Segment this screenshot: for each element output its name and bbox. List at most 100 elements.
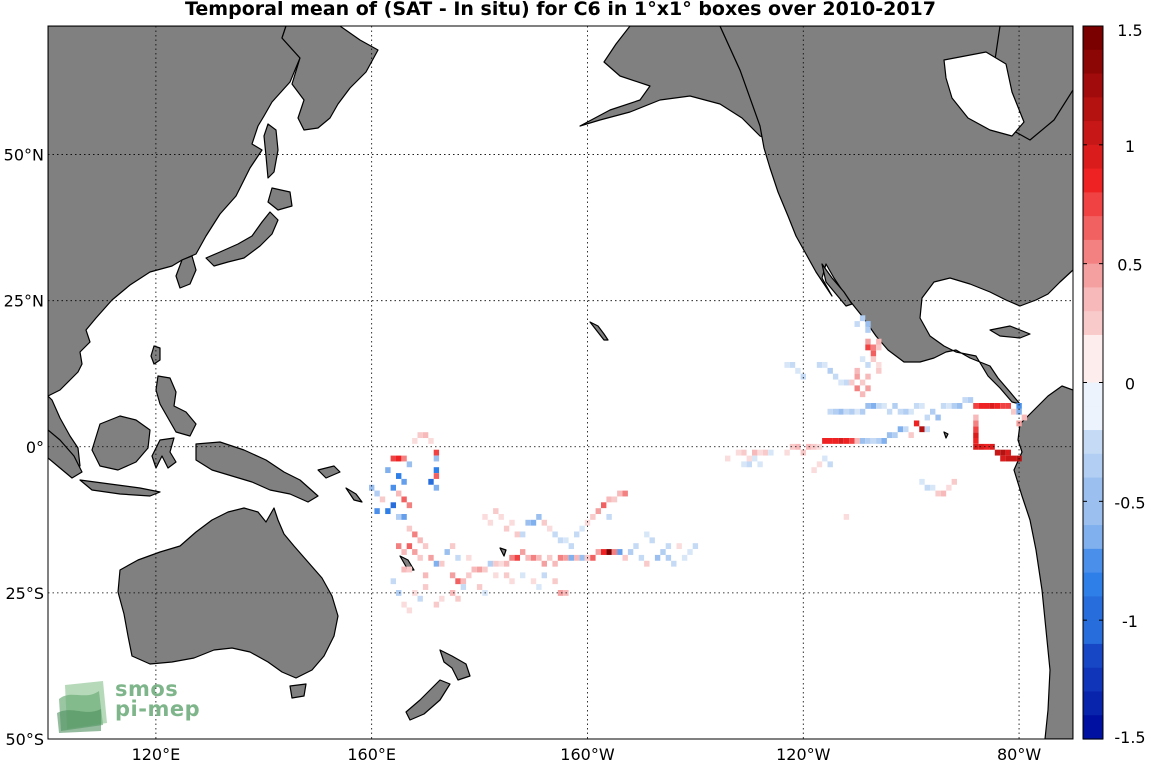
data-cell <box>406 607 413 614</box>
south-america <box>1013 385 1073 739</box>
data-cell <box>827 461 833 468</box>
data-cell <box>396 543 402 550</box>
data-cell <box>530 554 537 561</box>
data-cell <box>973 420 979 427</box>
data-cell <box>476 584 483 590</box>
data-cell <box>412 531 418 538</box>
data-cell <box>946 403 952 409</box>
data-cell <box>601 502 607 509</box>
map-frame <box>47 25 1074 740</box>
data-cell <box>439 560 445 567</box>
colorbar-segment <box>1083 572 1103 597</box>
data-cell <box>838 408 844 415</box>
data-cell <box>665 554 672 561</box>
data-cell <box>396 473 402 479</box>
data-cell <box>369 484 375 491</box>
data-cell <box>422 432 429 439</box>
colorbar-segment <box>1083 430 1103 455</box>
data-cell <box>390 578 396 585</box>
hudson-bay-hole <box>943 51 1025 137</box>
data-cell <box>498 514 504 520</box>
kamchatka <box>281 26 379 131</box>
data-cell <box>924 426 930 433</box>
data-cell <box>374 490 380 497</box>
data-cell <box>514 531 520 538</box>
colorbar-tick-label: -1 <box>1122 612 1138 631</box>
data-cell <box>530 578 537 585</box>
data-cell <box>838 379 844 386</box>
data-cell <box>525 519 531 526</box>
data-cell <box>854 367 860 374</box>
data-cell <box>913 420 920 427</box>
data-cell <box>498 560 504 567</box>
data-cell <box>568 543 574 550</box>
data-cell <box>865 338 871 345</box>
map-area <box>48 26 1073 739</box>
korea <box>175 255 197 289</box>
new-britain <box>317 465 341 479</box>
data-cell <box>412 549 418 555</box>
data-cell <box>865 362 871 368</box>
colorbar-segment <box>1083 715 1103 740</box>
data-cell <box>374 508 380 515</box>
data-cell <box>547 554 553 561</box>
data-cell <box>876 367 882 374</box>
data-cell <box>509 578 515 585</box>
data-cell <box>406 502 413 509</box>
data-cell <box>676 543 682 550</box>
baja-california <box>821 263 853 307</box>
longitude-tick-label: 160°E <box>347 745 396 762</box>
data-cell <box>406 566 413 573</box>
data-cell <box>401 549 407 555</box>
data-cell <box>514 554 520 561</box>
data-cell <box>671 560 677 567</box>
data-cell <box>816 461 823 468</box>
data-cell <box>870 438 877 444</box>
latitude-tick-label: 50°N <box>4 146 44 165</box>
data-cell <box>493 560 499 567</box>
data-cell <box>951 403 957 409</box>
new-zealand-north <box>439 649 471 681</box>
data-cell <box>401 601 407 608</box>
data-cell <box>849 379 855 386</box>
hokkaido <box>267 187 293 211</box>
data-cell <box>827 408 833 415</box>
colorbar-segment <box>1083 97 1103 122</box>
longitude-tick-label: 160°W <box>560 745 615 762</box>
data-cell <box>471 566 477 573</box>
colorbar-segment <box>1083 311 1103 336</box>
data-cell <box>460 584 467 590</box>
data-cell <box>903 426 909 433</box>
data-cell <box>557 537 564 544</box>
data-cell <box>390 502 396 509</box>
sakhalin <box>263 123 279 179</box>
data-cell <box>919 403 925 409</box>
data-cell <box>396 490 402 497</box>
data-cell <box>579 554 585 561</box>
fiji <box>499 547 507 557</box>
data-cell <box>870 350 877 357</box>
data-cell <box>881 403 887 409</box>
data-cell <box>752 449 758 456</box>
logo-text-pimep: pi-mep <box>115 697 201 721</box>
colorbar-segment <box>1083 216 1103 241</box>
solomon-islands <box>345 487 363 503</box>
data-cell <box>908 408 914 415</box>
data-cell <box>449 590 456 596</box>
colorbar-tick-label: 0 <box>1125 375 1135 394</box>
data-cell <box>865 344 871 351</box>
data-cell <box>822 455 828 462</box>
sumatra <box>48 429 83 479</box>
galapagos <box>943 431 949 439</box>
data-cell <box>503 525 510 532</box>
data-cell <box>800 373 806 380</box>
data-cell <box>865 385 871 392</box>
data-cell <box>832 408 839 415</box>
data-cell <box>811 467 817 474</box>
data-cell <box>1000 455 1006 462</box>
data-cell <box>924 414 930 421</box>
graticule <box>48 26 1073 739</box>
data-cell <box>859 391 866 398</box>
data-cell <box>865 321 871 327</box>
data-cell <box>854 438 860 444</box>
